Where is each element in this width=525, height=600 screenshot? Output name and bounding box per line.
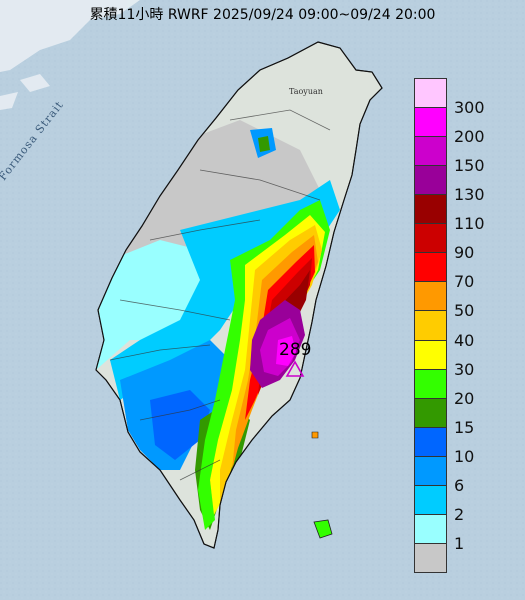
legend-swatch xyxy=(414,426,447,457)
legend-swatch xyxy=(414,281,447,312)
legend-swatch xyxy=(414,252,447,283)
legend-swatch xyxy=(414,165,447,196)
legend-label: 40 xyxy=(454,330,475,350)
legend-swatch xyxy=(414,339,447,370)
rain-area-north-green xyxy=(258,136,270,152)
legend-swatch xyxy=(414,194,447,225)
green-island xyxy=(313,519,333,539)
legend-swatch xyxy=(414,368,447,399)
legend-label: 6 xyxy=(454,475,465,495)
legend-label: 20 xyxy=(454,388,475,408)
legend-label: 50 xyxy=(454,301,475,321)
city-label: Taoyuan xyxy=(289,87,323,96)
rain-area-10 xyxy=(150,390,210,460)
legend-swatch xyxy=(414,397,447,428)
legend-swatch xyxy=(414,310,447,341)
max-value-label: 289 xyxy=(279,340,312,360)
legend-label: 150 xyxy=(454,156,485,176)
legend-label: 90 xyxy=(454,243,475,263)
legend-label: 2 xyxy=(454,504,465,524)
legend-swatch xyxy=(414,513,447,544)
rain-area-200 xyxy=(276,336,296,366)
map-title: 累積11小時 RWRF 2025/09/24 09:00~09/24 20:00 xyxy=(89,7,436,23)
legend-swatch xyxy=(414,455,447,486)
legend-label: 70 xyxy=(454,272,475,292)
max-rain-marker xyxy=(285,360,305,377)
legend-swatch xyxy=(414,542,447,573)
legend-label: 30 xyxy=(454,359,475,379)
legend-label: 130 xyxy=(454,185,485,205)
legend-swatch xyxy=(414,136,447,167)
cloud-patches xyxy=(0,0,140,110)
legend-label: 300 xyxy=(454,98,485,118)
legend-label: 15 xyxy=(454,417,475,437)
legend-swatch xyxy=(414,484,447,515)
legend-label: 110 xyxy=(454,214,485,234)
legend-label: 1 xyxy=(454,533,465,553)
turtle-island xyxy=(311,431,319,439)
legend-swatch xyxy=(414,107,447,138)
legend-swatch xyxy=(414,78,447,109)
legend: 300 200 150 130 110 90 70 50 40 30 20 15 10 6 2 1 xyxy=(414,78,519,573)
legend-label: 200 xyxy=(454,127,485,147)
rainfall-layers xyxy=(96,120,340,530)
legend-label: 10 xyxy=(454,446,475,466)
county-boundaries xyxy=(109,109,331,481)
legend-swatch xyxy=(414,223,447,254)
coastline xyxy=(95,41,383,549)
